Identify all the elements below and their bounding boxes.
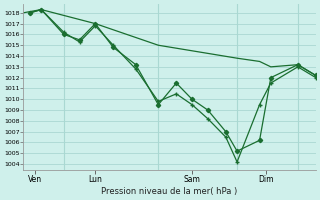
X-axis label: Pression niveau de la mer( hPa ): Pression niveau de la mer( hPa ) (101, 187, 238, 196)
